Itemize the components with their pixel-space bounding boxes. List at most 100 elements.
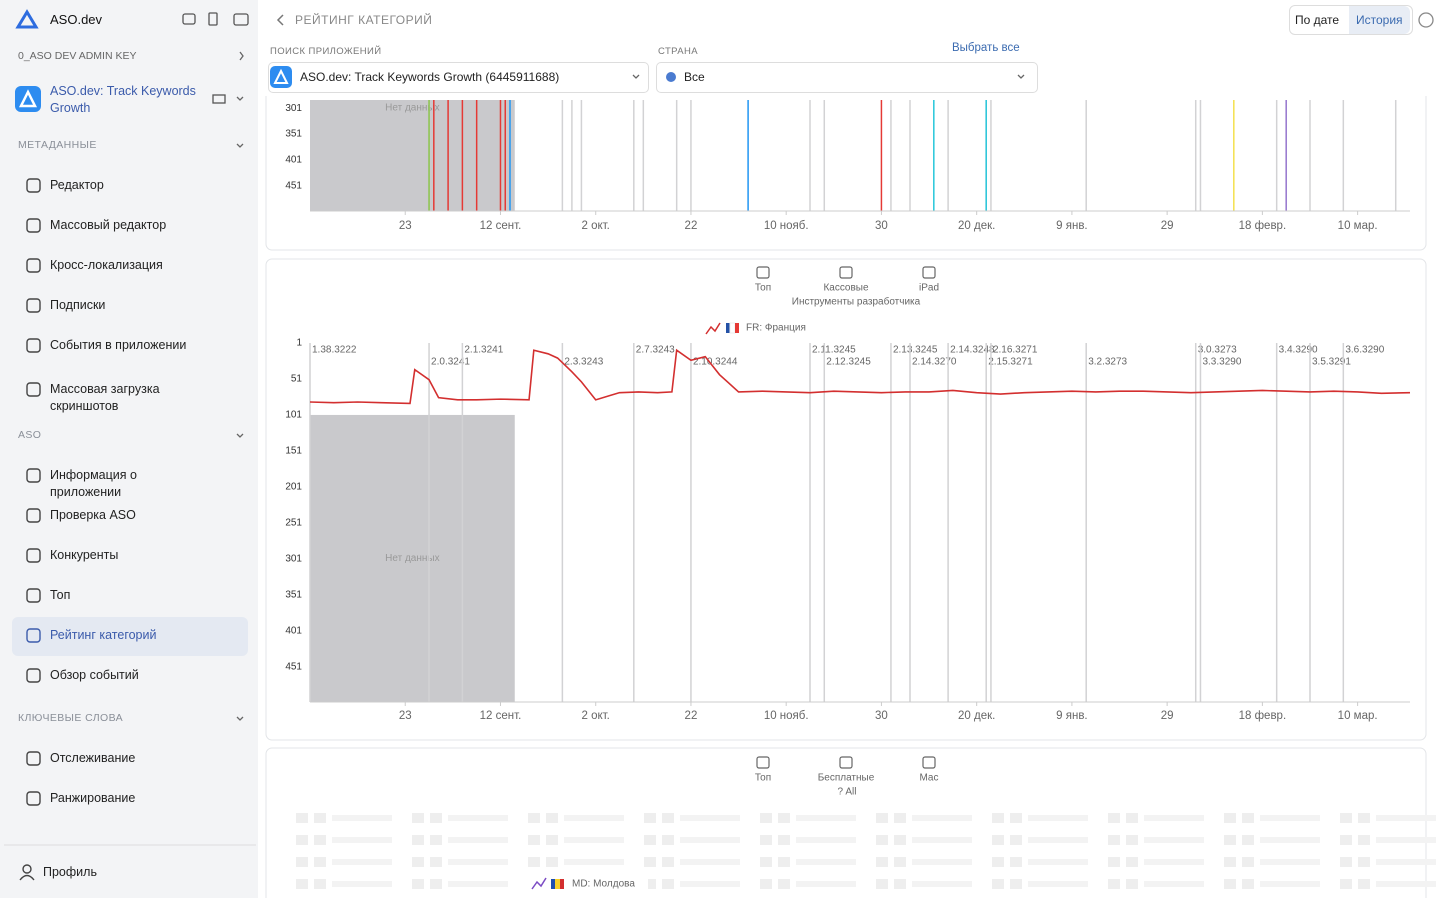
y-tick-label: 1	[296, 338, 302, 349]
faded-legend	[1144, 815, 1204, 821]
filter-label[interactable]: iPad	[919, 283, 939, 294]
y-tick-label: 251	[285, 518, 302, 529]
select-all[interactable]: Выбрать все	[952, 42, 1020, 54]
nav-item[interactable]: Ранжирование	[50, 791, 136, 805]
x-tick-label: 20 дек.	[958, 220, 995, 232]
y-tick-label: 401	[285, 625, 302, 636]
legend-label[interactable]: FR: Франция	[746, 323, 806, 334]
faded-legend	[796, 815, 856, 821]
faded-legend	[1010, 835, 1022, 845]
nav-item[interactable]: Топ	[50, 588, 71, 602]
faded-legend	[644, 813, 656, 823]
legend-label[interactable]: MD: Молдова	[572, 879, 635, 890]
version-label: 3.2.3273	[1088, 357, 1127, 368]
nav-icon	[26, 178, 41, 193]
nav-item[interactable]: Подписки	[50, 298, 106, 312]
tab[interactable]: По дате	[1295, 13, 1340, 27]
faded-legend	[1260, 881, 1320, 887]
nav-item[interactable]: Обзор событий	[50, 668, 139, 682]
faded-legend	[412, 835, 424, 845]
faded-legend	[796, 859, 856, 865]
faded-legend	[1358, 813, 1370, 823]
nav-item[interactable]: Информация о приложении	[50, 468, 137, 499]
x-tick-label: 10 мар.	[1338, 220, 1378, 232]
flag	[735, 323, 739, 333]
section-title[interactable]: МЕТАДАННЫЕ	[18, 139, 97, 151]
faded-legend	[876, 857, 888, 867]
x-tick-label: 10 нояб.	[764, 220, 809, 232]
x-tick-label: 10 мар.	[1338, 710, 1378, 722]
faded-legend	[332, 881, 392, 887]
tabs	[1289, 5, 1413, 35]
nav-item[interactable]: Кросс-локализация	[50, 258, 163, 272]
brand-name: ASO.dev	[50, 12, 103, 27]
nav-icon	[26, 258, 41, 273]
x-tick-label: 20 дек.	[958, 710, 995, 722]
faded-legend	[992, 813, 1004, 823]
filter-label[interactable]: Топ	[755, 283, 771, 294]
version-label: 3.0.3273	[1198, 345, 1237, 356]
faded-legend	[796, 837, 856, 843]
faded-legend	[912, 881, 972, 887]
section-title[interactable]: ASO	[18, 429, 42, 441]
filter-label[interactable]: Бесплатные	[818, 773, 875, 784]
version-label: 2.14.3248	[950, 345, 995, 356]
app-name[interactable]: ASO.dev: Track Keywords Growth	[50, 84, 196, 115]
faded-legend	[680, 837, 740, 843]
faded-legend	[546, 857, 558, 867]
category-label[interactable]: ? All	[838, 787, 857, 798]
nav-item[interactable]: Рейтинг категорий	[50, 628, 157, 642]
faded-legend	[1010, 879, 1022, 889]
profile[interactable]: Профиль	[43, 865, 97, 879]
select[interactable]	[656, 62, 1038, 93]
filter-label[interactable]: Mac	[920, 773, 939, 784]
faded-legend	[760, 857, 772, 867]
faded-legend	[1358, 857, 1370, 867]
section-title[interactable]: КЛЮЧЕВЫЕ СЛОВА	[18, 712, 124, 724]
filter-label[interactable]: Топ	[755, 773, 771, 784]
faded-legend	[912, 837, 972, 843]
version-label: 1.38.3222	[312, 345, 357, 356]
nav-icon	[26, 628, 41, 643]
y-tick-label: 201	[285, 482, 302, 493]
faded-legend	[546, 835, 558, 845]
tab[interactable]: История	[1356, 13, 1403, 27]
x-tick-label: 18 февр.	[1239, 220, 1287, 232]
faded-legend	[314, 857, 326, 867]
version-label: 3.4.3290	[1279, 345, 1318, 356]
x-tick-label: 10 нояб.	[764, 710, 809, 722]
x-tick-label: 9 янв.	[1056, 710, 1087, 722]
nav-item[interactable]: Отслеживание	[50, 751, 136, 765]
faded-legend	[1376, 881, 1436, 887]
filter-icon	[922, 756, 936, 769]
flag	[551, 879, 555, 889]
nav-item[interactable]: Массовый редактор	[50, 218, 167, 232]
category-label[interactable]: Инструменты разработчика	[792, 296, 921, 308]
faded-legend	[296, 879, 308, 889]
nav-item[interactable]: Конкуренты	[50, 548, 119, 562]
sidebar-bg	[0, 0, 258, 898]
y-tick-label: 301	[285, 103, 302, 114]
faded-legend	[448, 881, 508, 887]
faded-legend	[992, 835, 1004, 845]
faded-legend	[992, 879, 1004, 889]
faded-legend	[662, 857, 674, 867]
nav-item[interactable]: Редактор	[50, 178, 104, 192]
faded-legend	[296, 813, 308, 823]
nav-item[interactable]: События в приложении	[50, 338, 187, 352]
faded-legend	[912, 815, 972, 821]
nav-item[interactable]: Массовая загрузка скриншотов	[50, 382, 160, 413]
faded-legend	[1010, 813, 1022, 823]
api-key[interactable]: 0_ASO DEV ADMIN KEY	[18, 50, 137, 62]
faded-legend	[1340, 879, 1352, 889]
faded-legend	[644, 857, 656, 867]
nav-item[interactable]: Проверка ASO	[50, 508, 136, 522]
filter-label[interactable]: Кассовые	[823, 283, 869, 294]
faded-legend	[680, 859, 740, 865]
faded-legend	[894, 879, 906, 889]
version-label: 2.16.3271	[993, 345, 1038, 356]
faded-legend	[1224, 857, 1236, 867]
nav-icon	[26, 508, 41, 523]
x-tick-label: 9 янв.	[1056, 220, 1087, 232]
filter-icon	[839, 756, 853, 769]
